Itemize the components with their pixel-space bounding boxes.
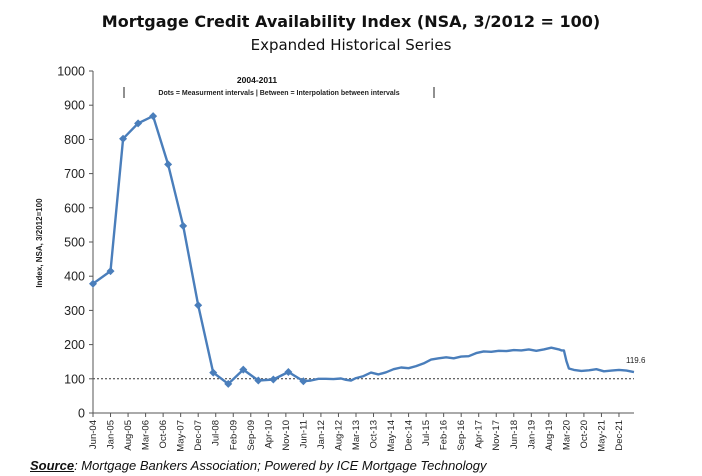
data-point-marker bbox=[119, 134, 128, 143]
x-tick-label: Jul-08 bbox=[211, 420, 222, 446]
x-tick-label: May-21 bbox=[596, 420, 607, 452]
series-layer bbox=[89, 112, 635, 388]
source-text: : Mortgage Bankers Association; Powered … bbox=[74, 458, 487, 473]
x-tick-label: Aug-12 bbox=[333, 420, 344, 451]
y-tick-label: 300 bbox=[64, 304, 85, 318]
x-tick-label: Jan-05 bbox=[106, 420, 117, 449]
data-point-marker bbox=[164, 160, 173, 169]
x-tick-label: Apr-17 bbox=[474, 420, 485, 449]
data-point-marker bbox=[239, 365, 248, 374]
y-tick-label: 100 bbox=[64, 372, 85, 386]
x-tick-label: Sep-09 bbox=[246, 420, 257, 451]
data-point-marker bbox=[106, 267, 115, 276]
data-point-marker bbox=[149, 112, 158, 121]
x-tick-label: Jul-15 bbox=[421, 420, 432, 446]
y-tick-label: 1000 bbox=[57, 65, 85, 79]
x-tick-label: Jun-18 bbox=[509, 420, 520, 449]
x-tick-label: Jun-04 bbox=[88, 420, 99, 449]
x-tick-label: May-07 bbox=[176, 420, 187, 452]
end-value-label: 119.6 bbox=[626, 356, 646, 365]
chart-title: Mortgage Credit Availability Index (NSA,… bbox=[102, 12, 600, 31]
axes: 0 100 200 300 400 500 600 700 800 900 1000 Jun-04 Ja… bbox=[57, 65, 634, 452]
y-tick-label: 600 bbox=[64, 201, 85, 215]
x-tick-label: Sep-16 bbox=[456, 420, 467, 451]
data-point-marker bbox=[209, 368, 218, 377]
data-point-marker bbox=[134, 119, 143, 128]
data-point-marker bbox=[179, 221, 188, 230]
x-tick-label: Oct-13 bbox=[369, 420, 380, 449]
y-axis-label: Index, NSA, 3/2012=100 bbox=[35, 198, 44, 288]
y-tick-label: 0 bbox=[78, 407, 85, 421]
chart-subtitle: Expanded Historical Series bbox=[251, 36, 452, 54]
x-tick-label: May-14 bbox=[386, 420, 397, 452]
x-tick-label: Oct-06 bbox=[158, 420, 169, 449]
x-tick-label: Jun-11 bbox=[298, 420, 309, 448]
x-tick-label: Dec-14 bbox=[404, 420, 415, 451]
x-tick-label: Aug-19 bbox=[544, 420, 555, 451]
x-tick-label: Mar-13 bbox=[351, 420, 362, 450]
y-tick-label: 700 bbox=[64, 167, 85, 181]
x-tick-label: Mar-06 bbox=[141, 420, 152, 450]
annotation-text: Dots = Measurment intervals | Between = … bbox=[158, 90, 399, 97]
x-tick-label: Feb-09 bbox=[228, 420, 239, 450]
y-tick-label: 500 bbox=[64, 236, 85, 250]
x-tick-label: Dec-07 bbox=[193, 420, 204, 451]
y-tick-label: 900 bbox=[64, 99, 85, 113]
data-point-marker bbox=[254, 376, 263, 385]
x-tick-label: Feb-16 bbox=[439, 420, 450, 450]
data-point-marker bbox=[224, 379, 233, 388]
data-point-marker bbox=[194, 301, 203, 310]
x-tick-label: Jan-19 bbox=[526, 420, 537, 449]
x-tick-label: Apr-10 bbox=[263, 420, 274, 449]
source-note: Source: Mortgage Bankers Association; Po… bbox=[30, 458, 486, 473]
y-tick-label: 400 bbox=[64, 270, 85, 284]
data-point-marker bbox=[284, 367, 293, 376]
source-label: Source bbox=[30, 458, 75, 473]
y-tick-label: 200 bbox=[64, 338, 85, 352]
x-tick-label: Aug-05 bbox=[123, 420, 134, 451]
x-tick-label: Mar-20 bbox=[561, 420, 572, 450]
x-tick-label: Oct-20 bbox=[579, 420, 590, 449]
annotation-heading: 2004-2011 bbox=[237, 75, 277, 85]
y-tick-label: 800 bbox=[64, 133, 85, 147]
data-point-marker bbox=[269, 375, 278, 384]
x-tick-label: Nov-17 bbox=[491, 420, 502, 451]
data-point-marker bbox=[299, 377, 308, 386]
series-line bbox=[92, 114, 635, 386]
data-point-marker bbox=[89, 279, 97, 288]
x-tick-label: Dec-21 bbox=[614, 420, 625, 451]
x-tick-label: Nov-10 bbox=[281, 420, 292, 451]
x-tick-label: Jan-12 bbox=[316, 420, 327, 449]
